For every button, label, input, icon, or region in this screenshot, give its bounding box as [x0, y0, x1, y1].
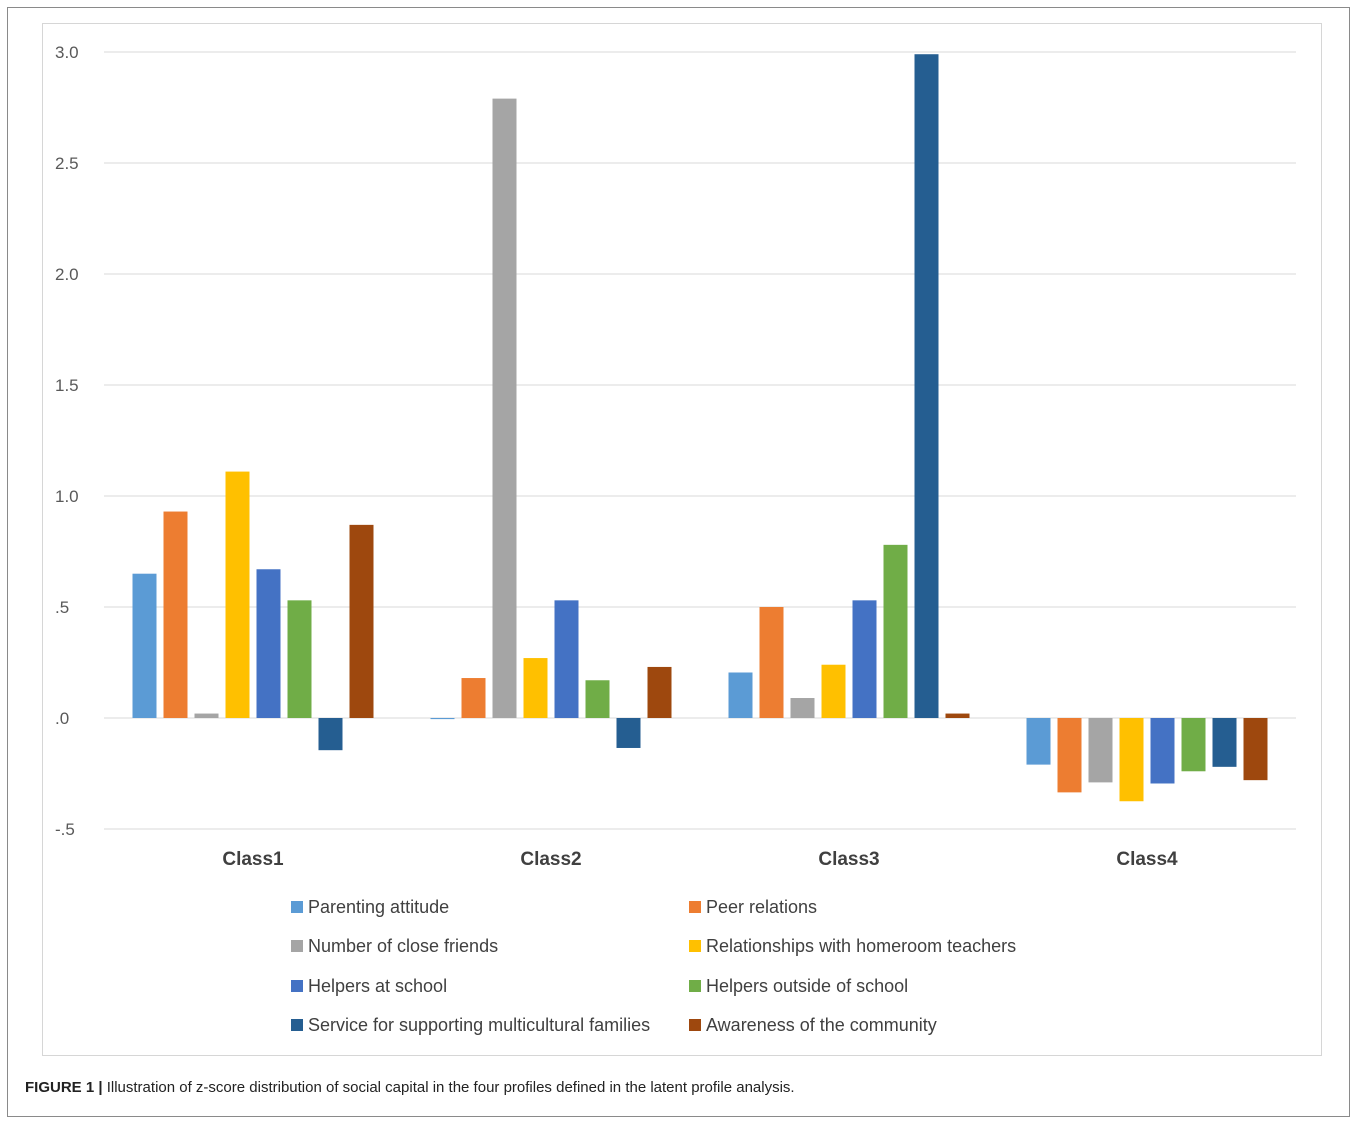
y-tick-label: 2.5	[55, 154, 79, 173]
bar	[1150, 718, 1175, 784]
bar	[225, 471, 250, 718]
bar	[759, 607, 784, 718]
bar	[945, 713, 970, 718]
bar	[1181, 718, 1206, 772]
legend-label: Number of close friends	[308, 936, 498, 956]
bar	[523, 658, 548, 718]
legend-swatch	[291, 901, 303, 913]
bar	[1026, 718, 1051, 765]
bar	[1057, 718, 1082, 793]
bar	[1088, 718, 1113, 783]
bar	[914, 54, 939, 719]
legend-swatch	[291, 1019, 303, 1031]
bar	[647, 666, 672, 718]
figure-frame	[7, 7, 1350, 1117]
bar	[883, 544, 908, 718]
bar	[461, 678, 486, 718]
legend-label: Service for supporting multicultural fam…	[308, 1015, 650, 1035]
chart-area	[42, 23, 1322, 1056]
bar	[163, 511, 188, 718]
bar	[287, 600, 312, 718]
legend-swatch	[689, 940, 701, 952]
bar	[1243, 718, 1268, 781]
bar	[1212, 718, 1237, 767]
legend-label: Awareness of the community	[706, 1015, 937, 1035]
bar	[256, 569, 281, 718]
y-tick-label: .0	[55, 709, 69, 728]
legend-swatch	[689, 901, 701, 913]
bar	[430, 718, 455, 720]
x-tick-label: Class4	[1116, 849, 1178, 870]
y-tick-label: 3.0	[55, 43, 79, 62]
bar	[318, 718, 343, 751]
bar-chart: 3.0 2.5 2.0 1.5 1.0 .5 .0 -.5 Class1 Class2 Class3…	[55, 43, 1296, 1035]
legend-swatch	[689, 980, 701, 992]
legend-swatch	[291, 980, 303, 992]
bar	[349, 524, 374, 718]
y-tick-label: 1.0	[55, 487, 79, 506]
bar	[790, 698, 815, 718]
legend-label: Peer relations	[706, 897, 817, 917]
figure-caption: FIGURE 1 | Illustration of z-score distr…	[25, 1079, 795, 1096]
legend-label: Relationships with homeroom teachers	[706, 936, 1016, 956]
caption-label: FIGURE 1 |	[25, 1079, 103, 1096]
bar	[585, 680, 610, 718]
bar	[492, 98, 517, 719]
bar	[132, 573, 157, 718]
legend-label: Parenting attitude	[308, 897, 449, 917]
bar	[616, 718, 641, 748]
y-tick-label: -.5	[55, 820, 75, 839]
x-tick-label: Class3	[818, 849, 879, 870]
legend-label: Helpers outside of school	[706, 976, 908, 996]
bar	[821, 664, 846, 718]
y-tick-label: 1.5	[55, 376, 79, 395]
legend-swatch	[291, 940, 303, 952]
bar	[554, 600, 579, 718]
legend-label: Helpers at school	[308, 976, 447, 996]
bar	[852, 600, 877, 718]
caption-text: Illustration of z-score distribution of …	[106, 1079, 795, 1096]
bar	[194, 713, 219, 718]
y-tick-label: 2.0	[55, 265, 79, 284]
bar	[728, 672, 753, 718]
legend-swatch	[689, 1019, 701, 1031]
x-tick-label: Class1	[222, 849, 284, 870]
bar	[1119, 718, 1144, 802]
x-tick-label: Class2	[520, 849, 581, 870]
y-tick-label: .5	[55, 598, 69, 617]
